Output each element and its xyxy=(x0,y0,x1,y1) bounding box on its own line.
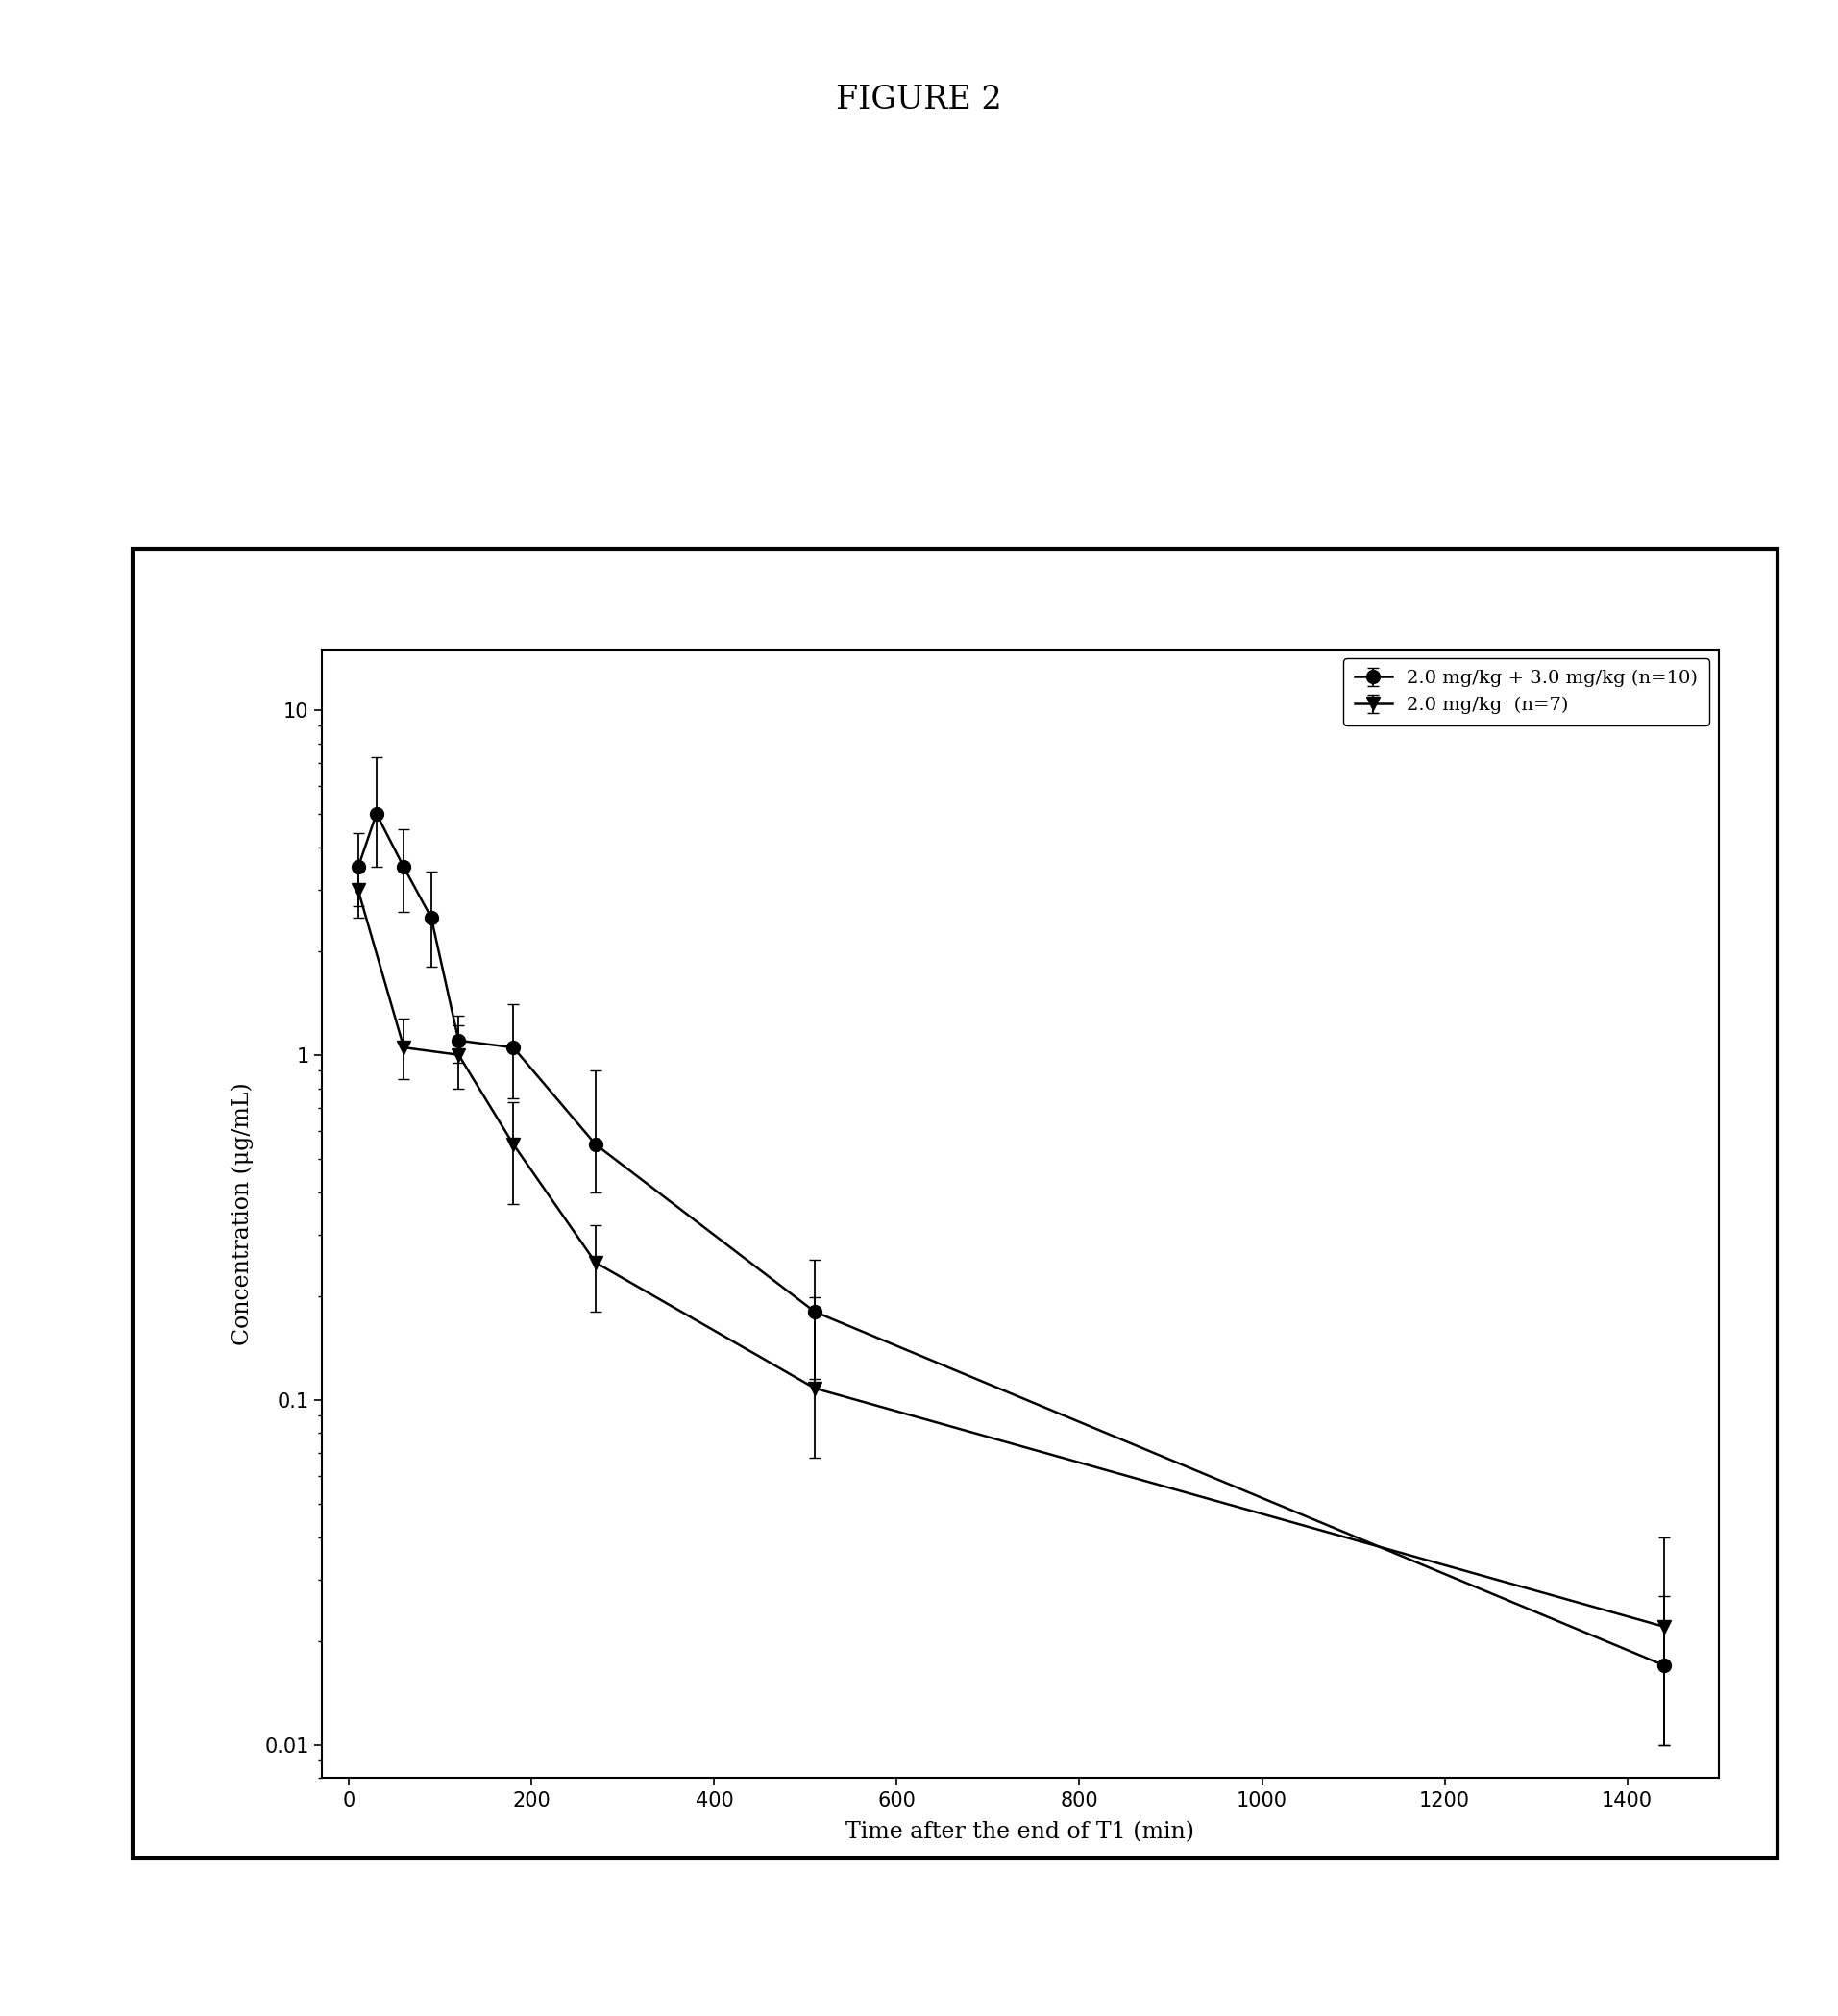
Legend: 2.0 mg/kg + 3.0 mg/kg (n=10), 2.0 mg/kg  (n=7): 2.0 mg/kg + 3.0 mg/kg (n=10), 2.0 mg/kg … xyxy=(1344,659,1709,726)
X-axis label: Time after the end of T1 (min): Time after the end of T1 (min) xyxy=(845,1820,1195,1843)
Text: FIGURE 2: FIGURE 2 xyxy=(836,85,1002,115)
Y-axis label: Concentration (μg/mL): Concentration (μg/mL) xyxy=(232,1083,254,1345)
